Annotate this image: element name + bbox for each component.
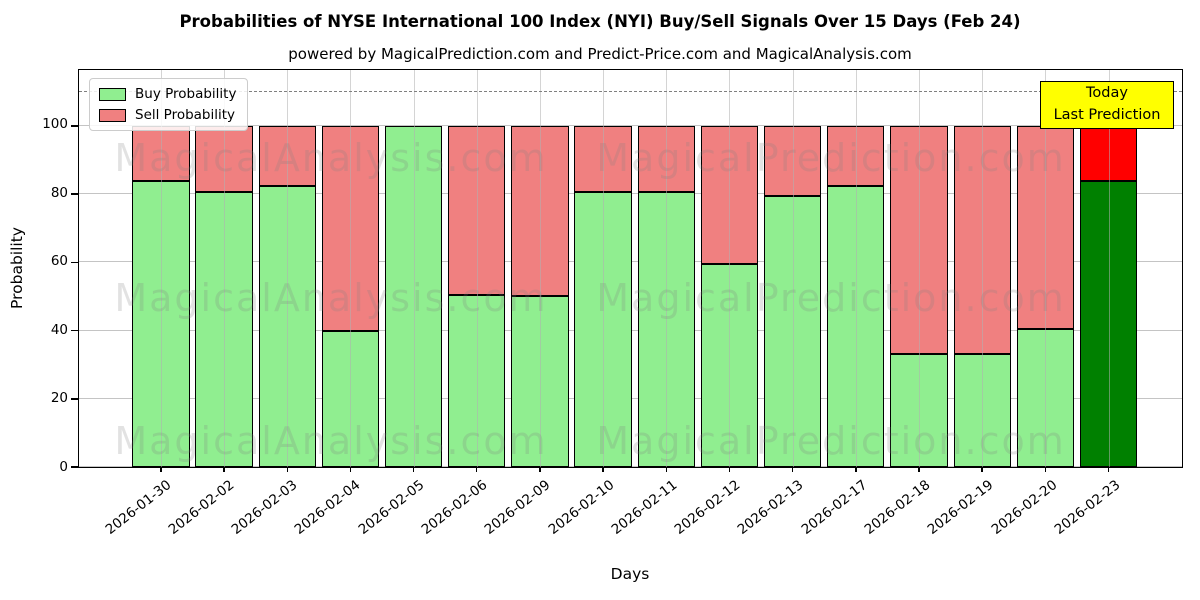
watermark-text: MagicalAnalysis.com xyxy=(114,276,548,320)
v-gridline xyxy=(792,70,794,467)
buy-swatch-icon xyxy=(99,87,126,101)
watermark-text: MagicalPrediction.com xyxy=(596,136,1066,180)
legend-item-buy: Buy Probability xyxy=(99,86,236,102)
legend-sell-label: Sell Probability xyxy=(135,107,236,123)
watermark-text: MagicalPrediction.com xyxy=(596,276,1066,320)
x-tick-label: 2026-02-09 xyxy=(481,477,554,538)
y-tick-label: 100 xyxy=(42,116,68,133)
buy-bar-2026-02-13 xyxy=(763,195,822,467)
v-gridline xyxy=(855,70,857,467)
x-tick xyxy=(981,467,983,472)
v-gridline xyxy=(224,70,226,467)
y-tick xyxy=(71,329,79,332)
x-tick xyxy=(728,467,731,472)
y-tick xyxy=(71,466,79,468)
y-tick-label: 20 xyxy=(50,390,68,407)
today-annotation-line2: Last Prediction xyxy=(1053,107,1161,123)
y-tick-label: 40 xyxy=(50,321,68,338)
legend-buy-label: Buy Probability xyxy=(135,86,237,102)
y-tick xyxy=(71,193,79,195)
plot-area: Buy Probability Sell Probability Today L… xyxy=(71,69,1183,472)
x-tick-label: 2026-02-12 xyxy=(671,477,744,538)
watermark-text: MagicalAnalysis.com xyxy=(114,419,548,463)
x-tick-label: 2026-02-10 xyxy=(545,477,617,538)
x-tick xyxy=(539,467,541,472)
sell-bar-2026-02-11 xyxy=(637,125,695,193)
v-gridline xyxy=(1108,70,1110,467)
v-gridline xyxy=(350,70,352,467)
y-tick xyxy=(71,125,79,127)
v-gridline xyxy=(982,70,984,467)
x-tick-label: 2026-02-06 xyxy=(418,477,491,538)
x-tick xyxy=(665,467,667,472)
x-tick-label: 2026-02-05 xyxy=(355,477,428,538)
today-annotation-line1: Today xyxy=(1086,85,1128,102)
x-tick xyxy=(223,467,225,472)
x-tick-label: 2026-02-23 xyxy=(1051,477,1124,538)
x-tick xyxy=(602,467,604,472)
y-tick-label: 80 xyxy=(50,184,68,201)
v-gridline xyxy=(539,70,541,467)
legend-item-sell: Sell Probability xyxy=(99,107,236,123)
x-tick xyxy=(1107,467,1110,472)
x-tick-label: 2026-01-30 xyxy=(102,477,174,538)
v-gridline xyxy=(476,70,478,467)
v-gridline xyxy=(603,70,605,467)
watermark-text: MagicalPrediction.com xyxy=(596,419,1066,463)
sell-swatch-icon xyxy=(99,108,126,122)
x-tick-label: 2026-02-03 xyxy=(228,477,301,538)
chart-subtitle: powered by MagicalPrediction.com and Pre… xyxy=(288,45,912,63)
y-tick xyxy=(71,261,79,264)
x-tick xyxy=(791,467,794,472)
x-tick xyxy=(1044,467,1047,472)
sell-bar-2026-02-18 xyxy=(890,125,948,355)
sell-bar-2026-02-13 xyxy=(763,125,822,196)
x-tick xyxy=(160,467,162,472)
v-gridline xyxy=(413,70,415,467)
watermark-text: MagicalAnalysis.com xyxy=(114,136,548,180)
v-gridline xyxy=(160,70,162,467)
x-axis-label: Days xyxy=(610,565,650,583)
x-tick-label: 2026-02-17 xyxy=(798,477,871,538)
buy-bar-2026-02-11 xyxy=(637,192,695,467)
x-tick-label: 2026-02-04 xyxy=(292,477,364,538)
chart-title: Probabilities of NYSE International 100 … xyxy=(179,12,1021,31)
buy-bar-2026-02-18 xyxy=(890,354,948,467)
x-tick-label: 2026-02-13 xyxy=(735,477,807,538)
x-tick-label: 2026-02-11 xyxy=(608,477,681,538)
today-annotation: Today Last Prediction xyxy=(1040,81,1174,129)
v-gridline xyxy=(919,70,920,467)
y-tick-label: 0 xyxy=(59,459,68,475)
sell-bar-2026-02-20 xyxy=(1016,125,1075,329)
x-tick-label: 2026-02-02 xyxy=(165,477,238,538)
x-tick-label: 2026-02-18 xyxy=(861,477,934,538)
v-gridline xyxy=(1045,70,1047,467)
x-tick-label: 2026-02-20 xyxy=(988,477,1060,538)
v-gridline xyxy=(287,70,289,467)
v-gridline xyxy=(729,70,731,467)
x-tick xyxy=(286,467,288,472)
x-tick xyxy=(412,467,415,472)
dashed-line xyxy=(79,90,1182,92)
y-tick-label: 60 xyxy=(50,253,68,270)
y-tick xyxy=(71,398,79,400)
v-gridline xyxy=(666,70,668,467)
buy-bar-2026-02-20 xyxy=(1016,328,1075,467)
x-tick xyxy=(476,467,478,472)
x-tick xyxy=(349,467,352,472)
legend: Buy Probability Sell Probability xyxy=(89,78,249,131)
h-gridline xyxy=(79,124,1182,126)
x-tick xyxy=(855,467,857,472)
x-tick-label: 2026-02-19 xyxy=(924,477,997,538)
x-tick xyxy=(918,467,920,472)
